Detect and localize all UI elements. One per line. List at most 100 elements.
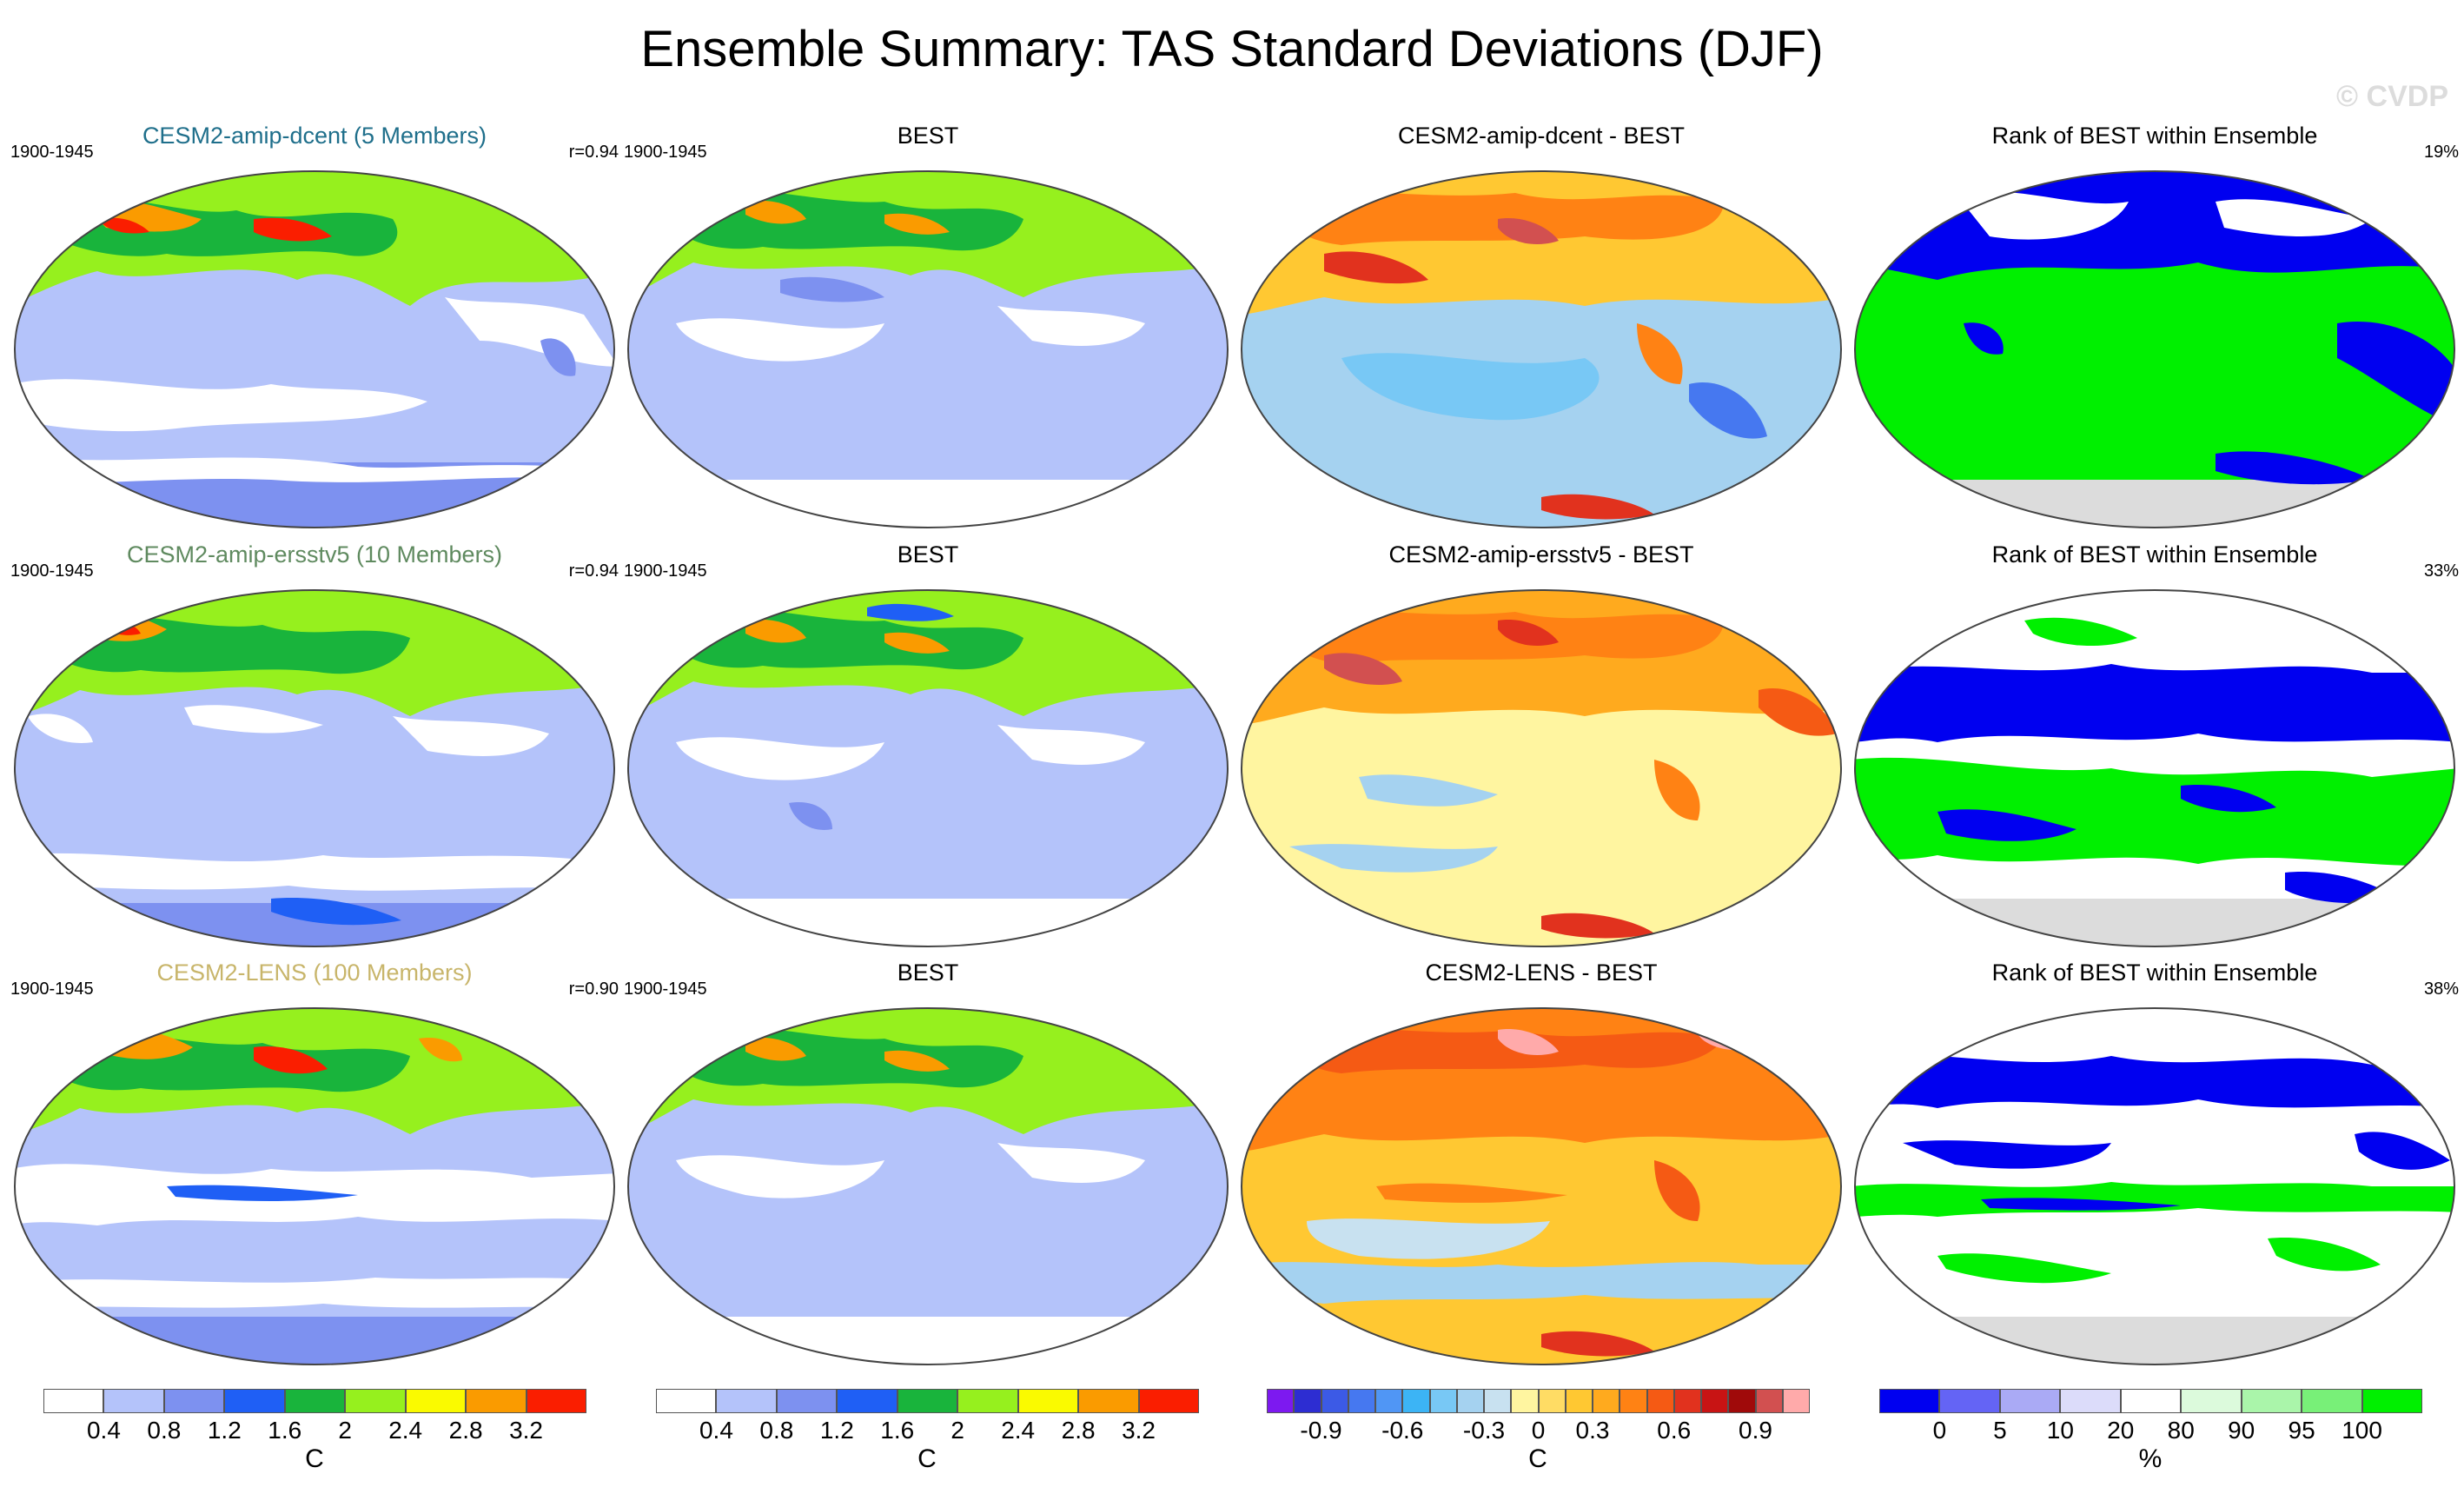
stddev-map bbox=[627, 170, 1229, 528]
rank-map bbox=[1854, 170, 2455, 528]
panel-observed-row3: BEST 1900-1945 bbox=[624, 959, 1232, 1367]
colorbar-swatch bbox=[2302, 1389, 2362, 1413]
period-label: 1900-1945 bbox=[10, 979, 94, 999]
stddev-map bbox=[14, 170, 615, 528]
panel-title: Rank of BEST within Ensemble bbox=[1991, 959, 2318, 986]
correlation-label: r=0.94 bbox=[568, 561, 619, 581]
colorbar-tick-label: 3.2 bbox=[1122, 1417, 1156, 1444]
panel-ensemble-row3: CESM2-LENS (100 Members) 1900-1945 r=0.9… bbox=[10, 959, 619, 1367]
difference-map bbox=[1241, 589, 1842, 947]
colorbar-tick-label: 0.4 bbox=[86, 1417, 121, 1444]
rank-unit-label: % bbox=[2138, 1444, 2163, 1473]
stddev-map bbox=[14, 589, 615, 947]
panel-difference-row2: CESM2-amip-ersstv5 - BEST bbox=[1237, 541, 1845, 949]
colorbar-swatch bbox=[1402, 1389, 1430, 1413]
period-label: 1900-1945 bbox=[10, 143, 94, 162]
colorbar-swatch bbox=[1321, 1389, 1348, 1413]
panel-title: BEST bbox=[897, 123, 959, 149]
colorbar-tick-label: 2 bbox=[950, 1417, 965, 1444]
colorbar-tick-label: 90 bbox=[2228, 1417, 2255, 1444]
panel-difference-row1: CESM2-amip-dcent - BEST bbox=[1237, 122, 1845, 530]
colorbar-tick-label: 2.8 bbox=[448, 1417, 483, 1444]
colorbar-tick-label: 1.2 bbox=[819, 1417, 854, 1444]
colorbar-tick-label: -0.3 bbox=[1462, 1417, 1506, 1444]
colorbar-tick-label: 3.2 bbox=[509, 1417, 544, 1444]
colorbar-tick-label: 95 bbox=[2288, 1417, 2315, 1444]
colorbar-tick-label: -0.6 bbox=[1381, 1417, 1424, 1444]
period-label: 1900-1945 bbox=[10, 561, 94, 581]
period-label: 1900-1945 bbox=[624, 561, 707, 581]
colorbar-swatch bbox=[163, 1389, 225, 1413]
colorbar-swatch bbox=[1565, 1389, 1593, 1413]
colorbar-tick-label: 0.8 bbox=[759, 1417, 794, 1444]
colorbar-swatch bbox=[2181, 1389, 2242, 1413]
figure-title: Ensemble Summary: TAS Standard Deviation… bbox=[640, 21, 1824, 77]
period-label: 1900-1945 bbox=[624, 143, 707, 162]
panel-title: CESM2-amip-ersstv5 - BEST bbox=[1388, 541, 1694, 568]
colorbar-swatch bbox=[1728, 1389, 1756, 1413]
panel-observed-row2: BEST 1900-1945 bbox=[624, 541, 1232, 949]
panel-rank-row1: Rank of BEST within Ensemble 19% bbox=[1851, 122, 2459, 530]
panel-title: CESM2-LENS - BEST bbox=[1425, 959, 1658, 986]
colorbar-swatch bbox=[103, 1389, 164, 1413]
colorbar-swatch bbox=[1078, 1389, 1139, 1413]
colorbar-swatch bbox=[837, 1389, 898, 1413]
colorbar-swatch bbox=[957, 1389, 1018, 1413]
stddev-unit-label-2: C bbox=[917, 1444, 937, 1473]
difference-colorbar bbox=[1267, 1389, 1810, 1413]
rank-percent-label: 38% bbox=[2423, 979, 2459, 999]
panel-ensemble-row2: CESM2-amip-ersstv5 (10 Members) 1900-194… bbox=[10, 541, 619, 949]
colorbar-swatch bbox=[1939, 1389, 2000, 1413]
colorbar-swatch bbox=[1511, 1389, 1539, 1413]
colorbar-swatch bbox=[345, 1389, 406, 1413]
colorbar-tick-label: 2 bbox=[338, 1417, 353, 1444]
colorbar-tick-label: 0.8 bbox=[147, 1417, 182, 1444]
colorbar-tick-label: -0.9 bbox=[1300, 1417, 1342, 1444]
colorbar-tick-label: 0.9 bbox=[1739, 1417, 1772, 1444]
colorbar-tick-label: 0.6 bbox=[1657, 1417, 1692, 1444]
stddev-colorbar-1 bbox=[43, 1389, 586, 1413]
colorbar-tick-label: 2.4 bbox=[1001, 1417, 1036, 1444]
colorbar-swatch bbox=[1538, 1389, 1566, 1413]
difference-unit-label: C bbox=[1528, 1444, 1547, 1473]
colorbar-swatch bbox=[776, 1389, 838, 1413]
colorbar-swatch bbox=[656, 1389, 717, 1413]
stddev-colorbar-2-ticks: 0.4 0.8 1.2 1.6 2 2.4 2.8 3.2 bbox=[656, 1417, 1199, 1451]
colorbar-tick-label: 0 bbox=[1932, 1417, 1947, 1444]
difference-map bbox=[1241, 1007, 1842, 1365]
colorbar-swatch bbox=[1348, 1389, 1375, 1413]
colorbar-tick-label: 0 bbox=[1531, 1417, 1546, 1444]
rank-percent-label: 19% bbox=[2423, 143, 2459, 162]
colorbar-tick-label: 100 bbox=[2341, 1417, 2382, 1444]
stddev-colorbar-1-ticks: 0.4 0.8 1.2 1.6 2 2.4 2.8 3.2 bbox=[43, 1417, 586, 1451]
colorbar-tick-label: 2.8 bbox=[1061, 1417, 1096, 1444]
colorbar-tick-label: 20 bbox=[2107, 1417, 2135, 1444]
colorbar-swatch bbox=[2060, 1389, 2121, 1413]
panel-rank-row3: Rank of BEST within Ensemble 38% bbox=[1851, 959, 2459, 1367]
panel-title: BEST bbox=[897, 959, 959, 986]
colorbar-tick-label: 5 bbox=[1993, 1417, 2007, 1444]
colorbar-tick-label: 10 bbox=[2046, 1417, 2074, 1444]
colorbar-tick-label: 0.3 bbox=[1575, 1417, 1610, 1444]
colorbar-swatch bbox=[1484, 1389, 1512, 1413]
cvdp-watermark: © CVDP bbox=[2336, 80, 2448, 113]
colorbar-swatch bbox=[897, 1389, 958, 1413]
colorbar-swatch bbox=[1646, 1389, 1674, 1413]
stddev-map bbox=[14, 1007, 615, 1365]
panel-title: CESM2-amip-dcent - BEST bbox=[1397, 123, 1686, 149]
period-label: 1900-1945 bbox=[624, 979, 707, 999]
colorbar-tick-label: 1.6 bbox=[268, 1417, 302, 1444]
stddev-colorbar-2 bbox=[656, 1389, 1199, 1413]
colorbar-swatch bbox=[2241, 1389, 2302, 1413]
colorbar-swatch bbox=[224, 1389, 285, 1413]
colorbar-tick-label: 0.4 bbox=[699, 1417, 733, 1444]
colorbar-tick-label: 2.4 bbox=[388, 1417, 423, 1444]
panel-title: CESM2-LENS (100 Members) bbox=[156, 959, 473, 986]
colorbar-tick-label: 1.2 bbox=[207, 1417, 242, 1444]
colorbar-swatch bbox=[1375, 1389, 1403, 1413]
panel-title: CESM2-amip-dcent (5 Members) bbox=[142, 123, 487, 149]
stddev-map bbox=[627, 589, 1229, 947]
colorbar-swatch bbox=[466, 1389, 527, 1413]
stddev-unit-label-1: C bbox=[305, 1444, 324, 1473]
colorbar-tick-label: 1.6 bbox=[880, 1417, 915, 1444]
